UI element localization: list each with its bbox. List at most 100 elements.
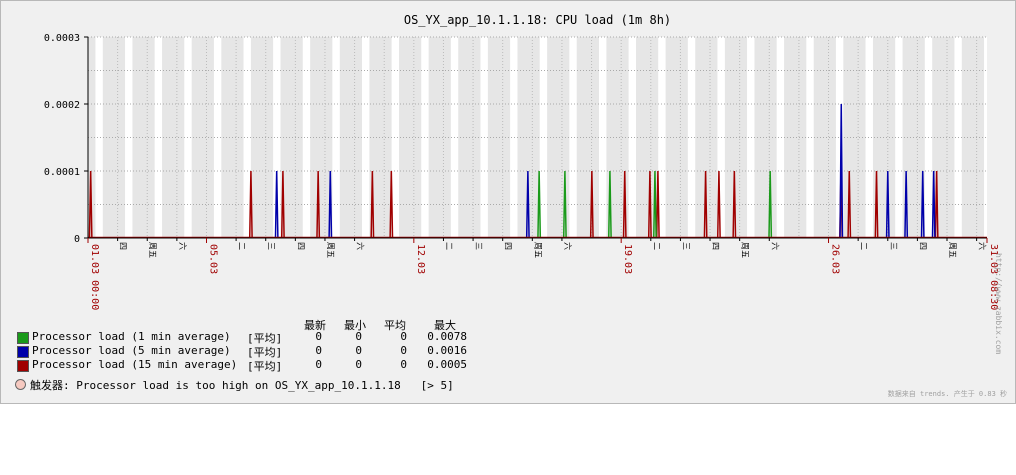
series-spike: [904, 170, 909, 239]
legend-swatch-red: [17, 360, 29, 372]
legend-last: 0: [315, 358, 322, 371]
x-day-label: 六: [356, 242, 366, 250]
day-band: [835, 37, 844, 238]
day-band: [391, 37, 400, 238]
series-spike: [768, 170, 773, 239]
day-band: [125, 37, 133, 238]
legend-avg: 0: [400, 358, 407, 371]
trigger-row: 触发器: Processor load is too high on OS_YX…: [15, 377, 454, 393]
series-spike: [274, 170, 279, 239]
x-day-label: 三: [267, 242, 276, 250]
x-date-label: 19.03: [622, 244, 633, 274]
x-date-label: 12.03: [415, 244, 426, 274]
chart-title: OS_YX_app_10.1.1.18: CPU load (1m 8h): [404, 13, 671, 27]
day-band: [273, 37, 281, 238]
day-band: [510, 37, 518, 238]
series-spike: [655, 170, 660, 239]
legend-swatch-green: [17, 332, 29, 344]
legend-min: 0: [355, 330, 362, 343]
legend-series-name: Processor load (5 min average): [32, 344, 231, 357]
legend-min: 0: [355, 344, 362, 357]
day-band: [806, 37, 814, 238]
legend-header-avg: 平均: [384, 319, 406, 332]
x-day-label: 二: [237, 242, 246, 250]
x-date-label: 05.03: [207, 244, 218, 274]
x-day-label: 四: [504, 242, 513, 250]
legend-max: 0.0016: [427, 344, 467, 357]
series-spike: [607, 170, 612, 239]
x-day-label: 四: [296, 242, 305, 250]
day-band: [302, 37, 311, 238]
x-day-label: 六: [770, 242, 780, 250]
trigger-condition: [> 5]: [420, 379, 454, 392]
legend-min: 0: [355, 358, 362, 371]
series-spike: [920, 170, 925, 239]
legend-swatch-blue: [17, 346, 29, 358]
x-day-label: 周五: [326, 242, 335, 258]
legend-series-name: Processor load (1 min average): [32, 330, 231, 343]
x-day-label: 六: [978, 242, 988, 250]
series-spike: [280, 170, 285, 239]
series-spike: [732, 170, 737, 239]
series-spike: [934, 170, 939, 239]
legend-header-max: 最大: [434, 319, 456, 332]
series-spike: [839, 103, 844, 239]
day-band: [628, 37, 636, 238]
series-spike: [647, 170, 652, 239]
series-spike: [716, 170, 721, 239]
series-spike: [847, 170, 852, 239]
y-tick-label: 0.0001: [44, 167, 80, 178]
y-tick-label: 0.0003: [44, 33, 80, 44]
legend-max: 0.0078: [427, 330, 467, 343]
series-spike: [703, 170, 708, 239]
chart-svg: OS_YX_app_10.1.1.18: CPU load (1m 8h) 0 0.…: [44, 13, 999, 310]
x-date-label: 31.03 08:30: [988, 244, 999, 310]
x-day-label: 六: [178, 242, 188, 250]
x-day-label: 二: [444, 242, 453, 250]
trigger-status-icon: [15, 379, 26, 390]
day-band: [539, 37, 548, 238]
series-spike: [562, 170, 567, 239]
day-band: [569, 37, 577, 238]
day-band: [154, 37, 163, 238]
day-band: [747, 37, 755, 238]
day-band: [361, 37, 370, 238]
legend-avg: 0: [400, 344, 407, 357]
series-spike: [88, 170, 93, 239]
day-band: [598, 37, 607, 238]
legend-row-1min: Processor load (1 min average) [平均] 0 0 …: [17, 330, 467, 345]
trigger-label: 触发器: Processor load is too high on OS_YX…: [30, 379, 401, 392]
legend-agg: [平均]: [247, 332, 283, 345]
legend-agg: [平均]: [247, 346, 283, 359]
day-band: [95, 37, 103, 238]
x-day-label: 周五: [533, 242, 542, 258]
legend-row-5min: Processor load (5 min average) [平均] 0 0 …: [17, 344, 467, 359]
series-spike: [589, 170, 594, 239]
x-day-label: 二: [859, 242, 868, 250]
legend-avg: 0: [400, 330, 407, 343]
legend-header-min: 最小: [344, 319, 366, 332]
legend-last: 0: [315, 330, 322, 343]
x-day-label: 周五: [741, 242, 750, 258]
series-spike: [652, 170, 657, 239]
series-spike: [885, 170, 890, 239]
zabbix-graph: OS_YX_app_10.1.1.18: CPU load (1m 8h) 0 0.…: [0, 0, 1016, 404]
plot-background: [88, 37, 987, 238]
x-day-label: 三: [889, 242, 898, 250]
legend-last: 0: [315, 344, 322, 357]
series-spike: [622, 170, 627, 239]
legend-series-name: Processor load (15 min average): [32, 358, 238, 371]
x-day-label: 三: [474, 242, 483, 250]
x-day-label: 六: [563, 242, 573, 250]
series-spike: [248, 170, 253, 239]
x-day-label: 四: [119, 242, 128, 250]
series-spike: [931, 170, 936, 239]
series-spike: [537, 170, 542, 239]
legend-row-15min: Processor load (15 min average) [平均] 0 0…: [17, 358, 467, 373]
x-day-label: 周五: [948, 242, 957, 258]
x-date-label: 01.03 00:00: [89, 244, 100, 310]
x-day-label: 二: [652, 242, 661, 250]
x-day-label: 四: [711, 242, 720, 250]
legend-header-last: 最新: [304, 319, 326, 332]
zabbix-url: http://www.zabbix.com: [994, 253, 1003, 355]
